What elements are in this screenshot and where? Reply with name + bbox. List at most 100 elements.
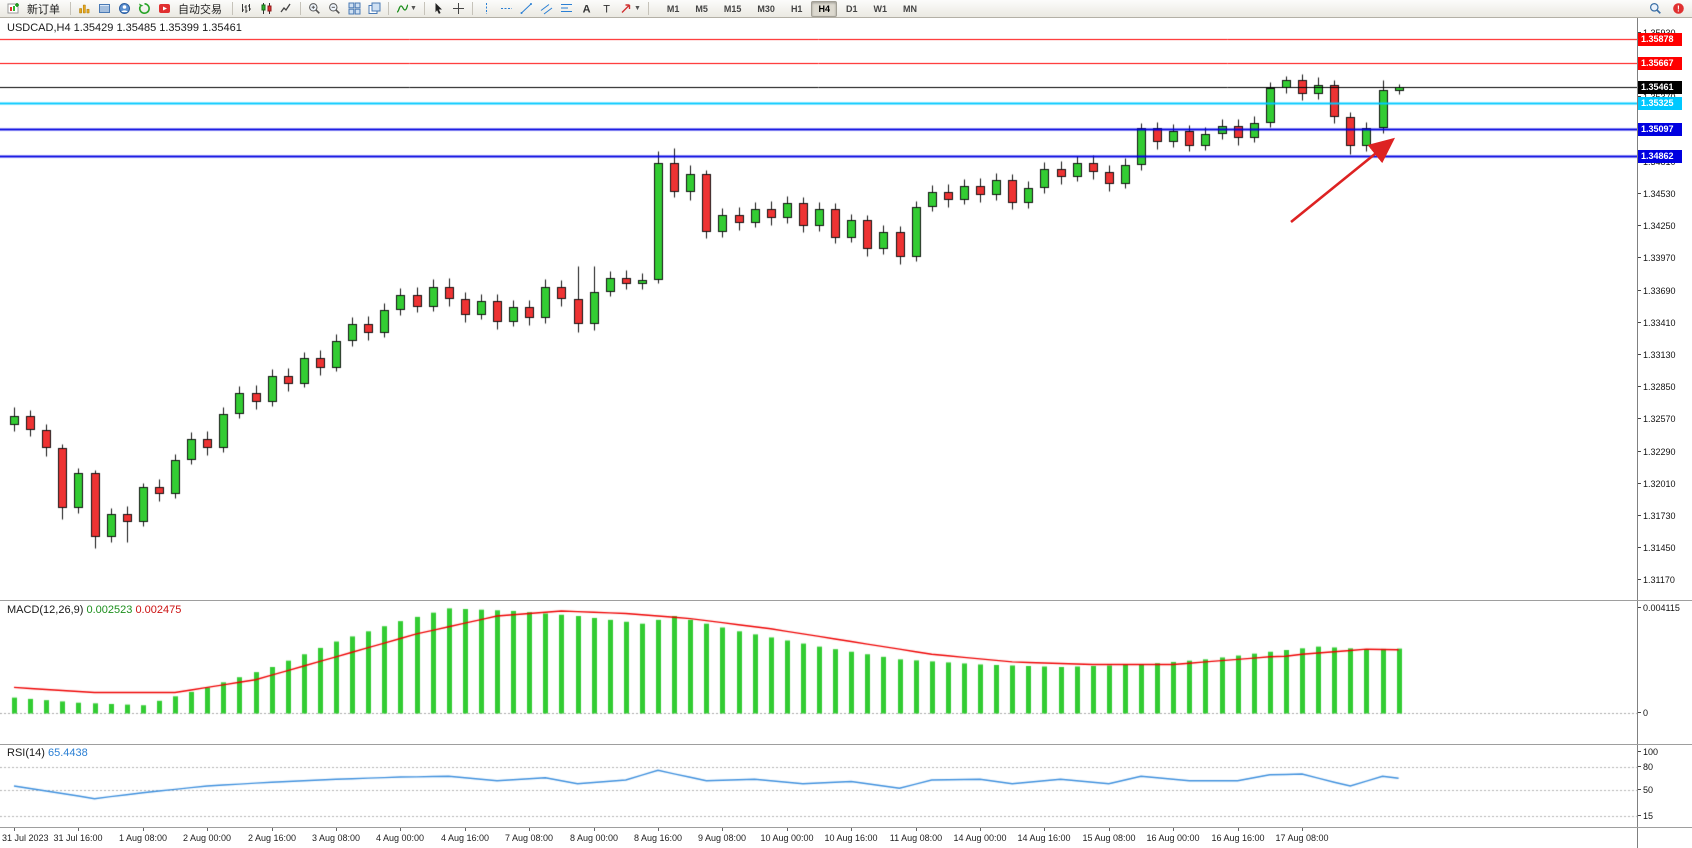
time-label: 14 Aug 16:00: [1017, 833, 1071, 843]
zoom-out-icon: [329, 3, 340, 14]
text-label-button[interactable]: T: [597, 1, 616, 17]
toolbar-separator: [232, 2, 233, 15]
time-tick: [14, 828, 15, 831]
price-tick: 1.34250: [1638, 221, 1676, 231]
time-tick: [1173, 828, 1174, 831]
indicators-button[interactable]: ▼: [393, 1, 420, 17]
cursor-icon: [435, 3, 442, 14]
cursor-button[interactable]: [429, 1, 448, 17]
line-chart-button[interactable]: [277, 1, 296, 17]
candlestick-chart-button[interactable]: [257, 1, 276, 17]
text-label-icon: T: [603, 4, 610, 16]
timeframe-button-d1[interactable]: D1: [845, 3, 858, 14]
crosshair-button[interactable]: [449, 1, 468, 17]
search-button[interactable]: [1646, 1, 1665, 17]
bar-chart-button[interactable]: [237, 1, 256, 17]
time-label: 31 Jul 2023: [2, 833, 49, 843]
time-label: 16 Aug 16:00: [1211, 833, 1265, 843]
time-label: 8 Aug 16:00: [633, 833, 683, 843]
price-tick: 1.31450: [1638, 543, 1676, 553]
pane-separator[interactable]: [0, 600, 1692, 601]
vertical-line-button[interactable]: [477, 1, 496, 17]
price-tick: 1.31170: [1638, 575, 1675, 585]
macd-canvas[interactable]: [0, 601, 1637, 744]
timeframe-button-mn[interactable]: MN: [902, 3, 917, 14]
news-button[interactable]: !: [1669, 1, 1688, 17]
time-axis[interactable]: 31 Jul 2023 31 Jul 16:00 1 Aug 08:00 2 Aug …: [0, 828, 1637, 848]
timeframe-button-m15[interactable]: M15: [723, 3, 742, 14]
market-watch-button[interactable]: [75, 1, 94, 17]
horizontal-line-button[interactable]: [497, 1, 516, 17]
strategy-tester-button[interactable]: [135, 1, 154, 17]
search-icon: [1650, 3, 1661, 14]
time-tick: [1044, 828, 1045, 831]
time-tick: [143, 828, 144, 831]
time-label: 14 Aug 00:00: [953, 833, 1007, 843]
rsi-label: RSI(14) 65.4438: [7, 747, 88, 759]
new-order-label[interactable]: 新订单: [27, 3, 60, 16]
price-line-badge: 1.35878: [1638, 33, 1682, 46]
price-line-badge: 1.35097: [1638, 123, 1682, 136]
time-tick: [787, 828, 788, 831]
price-tick: 1.33970: [1638, 253, 1676, 263]
macd-pane[interactable]: MACD(12,26,9) 0.002523 0.002475: [0, 601, 1637, 744]
rsi-pane[interactable]: RSI(14) 65.4438: [0, 745, 1637, 827]
chart-window: USDCAD,H4 1.35429 1.35485 1.35399 1.3546…: [0, 18, 1692, 848]
trendline-button[interactable]: [517, 1, 536, 17]
time-tick: [207, 828, 208, 831]
time-tick: [722, 828, 723, 831]
data-window-button[interactable]: [95, 1, 114, 17]
trendline-icon: [520, 3, 532, 14]
rsi-tick: 100: [1637, 747, 1659, 757]
macd-value-main: 0.002523: [86, 604, 133, 616]
price-line-badge: 1.35667: [1638, 57, 1682, 70]
fibonacci-icon: [560, 4, 572, 12]
zoom-out-button[interactable]: [325, 1, 344, 17]
zoom-in-button[interactable]: [305, 1, 324, 17]
price-tick: 1.32850: [1638, 382, 1676, 392]
main-chart-pane[interactable]: USDCAD,H4 1.35429 1.35485 1.35399 1.3546…: [0, 18, 1637, 600]
autotrade-button[interactable]: [155, 1, 174, 17]
timeframe-button-w1[interactable]: W1: [873, 3, 887, 14]
timeframe-button-h1[interactable]: H1: [790, 3, 803, 14]
navigator-button[interactable]: [115, 1, 134, 17]
main-chart-canvas[interactable]: [0, 18, 1637, 600]
zoom-in-icon: [309, 3, 320, 14]
rsi-canvas[interactable]: [0, 745, 1637, 827]
autotrade-label[interactable]: 自动交易: [178, 3, 222, 16]
price-scale[interactable]: 1.359301.356501.353701.350901.348101.345…: [1637, 18, 1692, 848]
rsi-name: RSI(14): [7, 747, 45, 759]
horizontal-line-icon: [500, 8, 512, 9]
tile-windows-icon: [348, 2, 361, 15]
pane-separator[interactable]: [0, 744, 1692, 745]
time-tick: [658, 828, 659, 831]
svg-text:T: T: [603, 4, 610, 16]
toolbar-separator: [423, 2, 425, 15]
timeframe-button-m5[interactable]: M5: [695, 3, 708, 14]
new-order-icon: [7, 3, 19, 14]
timeframe-button-m1[interactable]: M1: [666, 3, 680, 14]
timeframe-button-m30[interactable]: M30: [757, 3, 775, 14]
text-button[interactable]: A: [577, 1, 596, 17]
time-label: 10 Aug 16:00: [824, 833, 878, 843]
time-label: 8 Aug 00:00: [569, 833, 619, 843]
channel-button[interactable]: [537, 1, 556, 17]
macd-label: MACD(12,26,9) 0.002523 0.002475: [7, 604, 181, 616]
fibonacci-button[interactable]: [557, 1, 576, 17]
cascade-windows-button[interactable]: [365, 1, 384, 17]
time-label: 1 Aug 08:00: [118, 833, 168, 843]
indicators-icon: [396, 4, 409, 13]
timeframe-button-h4[interactable]: H4: [811, 0, 837, 17]
pane-separator[interactable]: [0, 827, 1692, 828]
time-tick: [78, 828, 79, 831]
rsi-tick: 15: [1637, 811, 1654, 821]
text-icon: A: [583, 4, 591, 16]
timeframe-toolbar: M1 M5 M15 M30 H1 H4 D1 W1 MN: [659, 0, 925, 17]
time-label: 3 Aug 08:00: [311, 833, 361, 843]
tile-windows-button[interactable]: [345, 1, 364, 17]
price-tick: 1.33410: [1638, 318, 1676, 328]
arrows-button[interactable]: ▼: [617, 1, 644, 17]
new-order-button[interactable]: [4, 1, 23, 17]
toolbar-separator: [70, 2, 71, 15]
